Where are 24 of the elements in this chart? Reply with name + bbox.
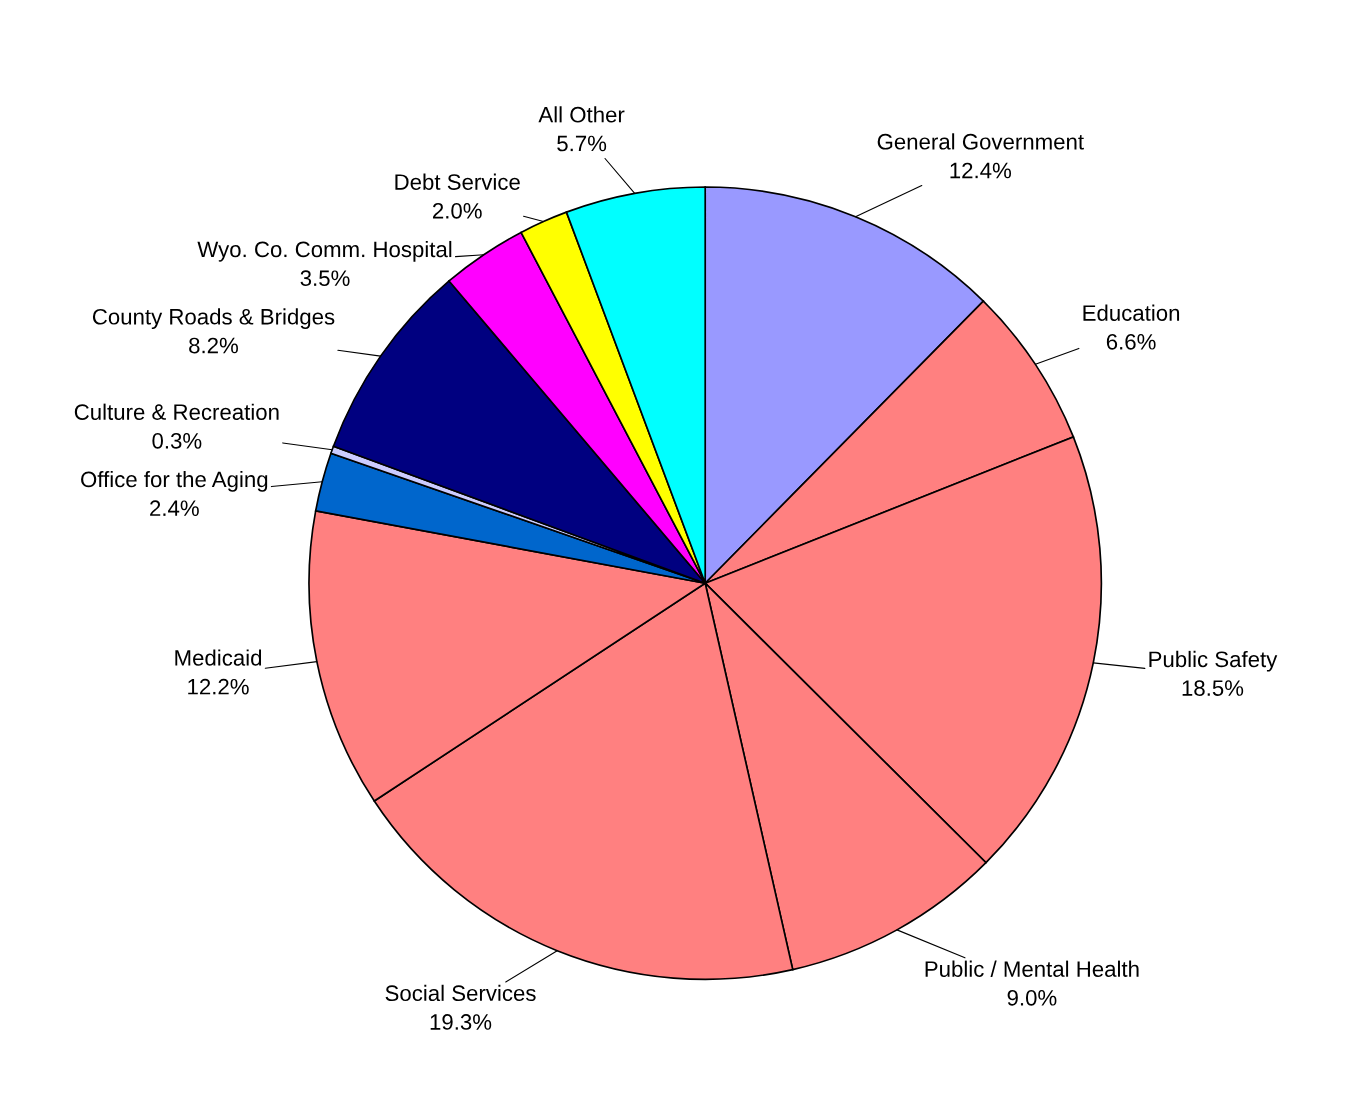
slice-label: All Other	[538, 106, 625, 123]
data-label: 12.2%	[188, 678, 249, 695]
data-label: 8.2%	[189, 337, 238, 354]
slice-label: Wyo. Co. Comm. Hospital	[197, 240, 452, 262]
slice-label: Debt Service	[395, 173, 520, 190]
slice-label: Social Services	[385, 984, 536, 1002]
slice-label: Public Safety	[1149, 650, 1278, 672]
slice-label: Public / Mental Health	[925, 960, 1139, 977]
data-label: 3.5%	[300, 270, 350, 287]
slice-label: Medicaid	[175, 649, 262, 666]
slice-label: Education	[1083, 304, 1180, 321]
slice-label: Office for the Aging	[81, 470, 268, 492]
data-label: 6.6%	[1106, 333, 1156, 350]
slice-label: County Roads & Bridges	[92, 308, 335, 330]
slice-label: Culture & Recreation	[74, 403, 279, 420]
data-label: 0.3%	[152, 432, 202, 449]
data-label: 2.0%	[432, 202, 482, 219]
data-label: 5.7%	[557, 135, 607, 152]
data-label: 18.5%	[1182, 680, 1244, 696]
data-label: 19.3%	[430, 1014, 492, 1030]
slice-label: General Government	[877, 133, 1084, 150]
data-label: 9.0%	[1007, 989, 1057, 1006]
data-label: 12.4%	[950, 162, 1012, 179]
data-label: 2.4%	[150, 500, 199, 516]
